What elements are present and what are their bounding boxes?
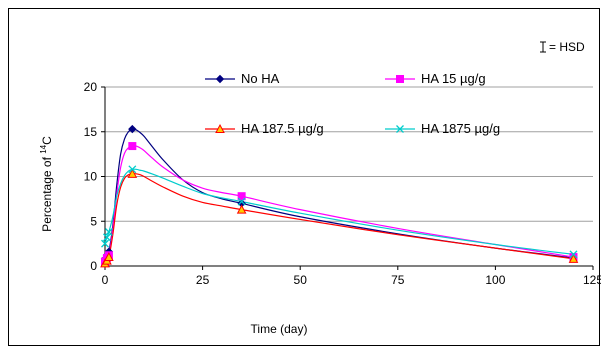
data-point-ha-187-5-g-g-5: [568, 253, 579, 263]
series-line-ha-187-5-g-g: [104, 173, 574, 264]
y-tick-label-15: 15: [84, 125, 98, 139]
series-line-ha-15-g-g: [104, 145, 574, 262]
data-point-ha-1875-g-g-0-stroke-b: [101, 239, 109, 248]
data-point-ha-1875-g-g-0: [101, 239, 109, 248]
data-point-ha-1875-g-g-4: [237, 197, 246, 206]
legend-label-ha-187-5-g-g: HA 187.5 µg/g: [241, 121, 324, 136]
legend-entry-ha-187-5-g-g: HA 187.5 µg/g: [205, 121, 324, 136]
legend-marker-ha-187-5-g-g: [215, 123, 225, 133]
x-tick-label-0: 0: [102, 273, 109, 287]
chart-frame: 0 5 10 15 20 0 25 50 75 100 125 No HA HA 15 µg/g HA…: [8, 8, 601, 346]
y-tick-label-5: 5: [90, 214, 97, 228]
data-point-ha-15-g-g-3: [128, 142, 137, 151]
y-tick-label-10: 10: [84, 170, 98, 184]
data-point-ha-1875-g-g-1-stroke-b: [102, 233, 111, 242]
hsd-label: = HSD: [549, 40, 585, 54]
data-point-ha-1875-g-g-3-stroke-b: [128, 165, 137, 174]
data-point-no-ha-3: [128, 124, 137, 134]
data-point-ha-15-g-g-4: [237, 192, 246, 201]
legend-entry-no-ha: No HA: [205, 71, 280, 86]
data-point-ha-1875-g-g-2: [104, 228, 113, 236]
y-axis-label-prefix: Percentage of: [40, 154, 54, 232]
x-tick-label-25: 25: [196, 273, 210, 287]
legend-label-no-ha: No HA: [241, 71, 280, 86]
legend-marker-ha-1875-g-g: [396, 125, 404, 133]
legend-entry-ha-15-g-g: HA 15 µg/g: [385, 71, 486, 86]
legend-entry-ha-1875-g-g: HA 1875 µg/g: [385, 121, 500, 136]
y-tick-labels: 0 5 10 15 20: [84, 80, 98, 273]
x-axis-label: Time (day): [251, 322, 308, 336]
y-axis-label-suffix: C: [40, 136, 54, 145]
x-tick-labels: 0 25 50 75 100 125: [102, 273, 601, 287]
grid-lines: [105, 86, 593, 222]
line-chart: 0 5 10 15 20 0 25 50 75 100 125 No HA HA 15 µg/g HA…: [39, 40, 601, 336]
y-tick-label-0: 0: [90, 259, 97, 273]
data-point-ha-187-5-g-g-4: [236, 204, 247, 214]
series-line-ha-1875-g-g: [104, 168, 574, 255]
series-line-no-ha: [104, 128, 574, 260]
x-tick-label-50: 50: [294, 273, 308, 287]
axes: [101, 86, 594, 270]
legend-label-ha-15-g-g: HA 15 µg/g: [421, 71, 486, 86]
series-markers: [100, 124, 579, 268]
data-point-ha-187-5-g-g-3: [127, 168, 138, 178]
legend-marker-no-ha: [215, 74, 225, 84]
legend-marker-ha-1875-g-g-stroke-b: [396, 125, 404, 133]
data-point-ha-1875-g-g-1: [102, 233, 111, 242]
data-point-ha-1875-g-g-5: [569, 250, 578, 259]
y-axis-label: Percentage of 14C: [39, 136, 54, 232]
x-tick-label-125: 125: [583, 273, 601, 287]
data-point-ha-1875-g-g-4-stroke-b: [237, 197, 246, 206]
hsd-annotation: = HSD: [540, 40, 585, 54]
data-point-ha-1875-g-g-3: [128, 165, 137, 174]
x-tick-label-75: 75: [391, 273, 405, 287]
legend: No HA HA 15 µg/g HA 187.5 µg/g HA 1875 µg/g: [205, 71, 500, 136]
data-point-ha-1875-g-g-2-stroke-b: [104, 228, 113, 236]
error-bar-icon: [540, 41, 546, 53]
legend-marker-ha-15-g-g: [396, 75, 404, 83]
legend-label-ha-1875-g-g: HA 1875 µg/g: [421, 121, 500, 136]
series-lines: [104, 128, 574, 264]
data-point-ha-187-5-g-g-2: [104, 251, 114, 262]
y-tick-label-20: 20: [84, 80, 98, 94]
y-axis-label-superscript: 14: [39, 144, 48, 153]
x-tick-label-100: 100: [485, 273, 505, 287]
data-point-ha-1875-g-g-5-stroke-b: [569, 250, 578, 259]
